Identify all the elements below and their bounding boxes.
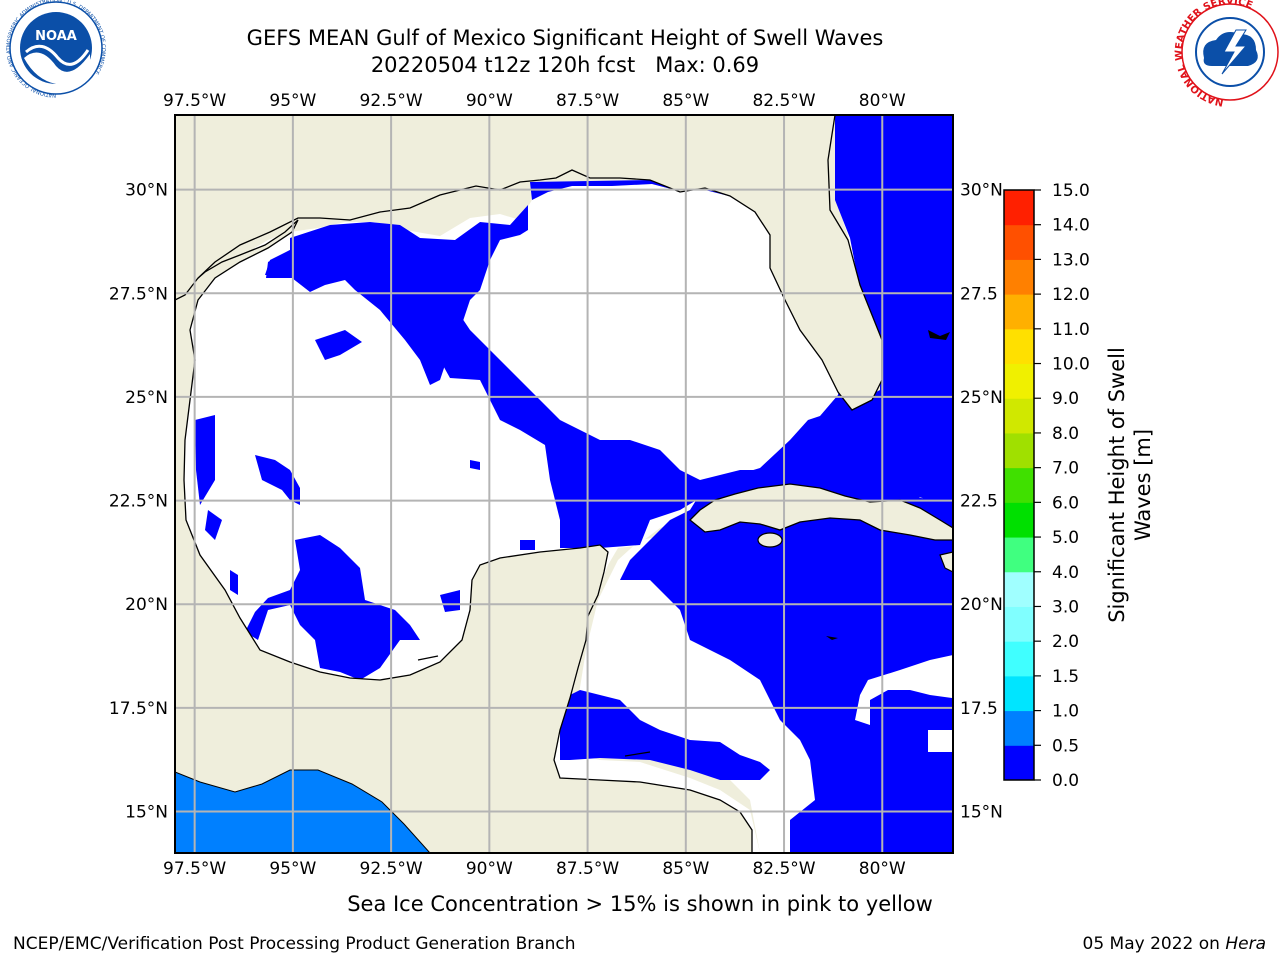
lon-tick-top: 80°W: [859, 91, 906, 111]
colorbar-segment-11: [1004, 363, 1034, 399]
colorbar-tick-label: 10.0: [1052, 355, 1090, 375]
colorbar-tick-label: 12.0: [1052, 285, 1090, 305]
lon-tick-top: 97.5°W: [163, 91, 226, 111]
lon-tick-bottom: 90°W: [466, 859, 513, 879]
lon-tick-bottom: 97.5°W: [163, 859, 226, 879]
lat-tick-left: 17.5°N: [109, 699, 168, 719]
lon-tick-bottom: 92.5°W: [360, 859, 423, 879]
land-mexico: [175, 219, 753, 853]
colorbar-segment-8: [1004, 467, 1034, 503]
colorbar-segment-2: [1004, 675, 1034, 712]
colorbar-segment-7: [1004, 502, 1034, 538]
map-area: [175, 115, 953, 853]
sea-ice-caption: Sea Ice Concentration > 15% is shown in …: [347, 892, 933, 916]
colorbar-label-2: Waves [m]: [1131, 429, 1155, 541]
lat-tick-right: 17.5: [960, 699, 998, 719]
colorbar-segment-1: [1004, 710, 1034, 746]
colorbar-tick-label: 9.0: [1052, 389, 1079, 409]
lon-tick-top: 87.5°W: [556, 91, 619, 111]
colorbar-tick-label: 1.0: [1052, 702, 1079, 722]
lat-tick-right: 20°N: [960, 595, 1003, 615]
colorbar-tick-label: 5.0: [1052, 528, 1079, 548]
lat-tick-left: 20°N: [125, 595, 168, 615]
colorbar-tick-label: 0.5: [1052, 736, 1079, 756]
lat-tick-left: 30°N: [125, 181, 168, 201]
lat-tick-left: 22.5°N: [109, 492, 168, 512]
colorbar-segment-15: [1004, 224, 1034, 260]
footer-left: NCEP/EMC/Verification Post Processing Pr…: [13, 934, 576, 954]
map-grid: [175, 115, 953, 853]
lon-tick-bottom: 95°W: [269, 859, 316, 879]
swell-0-0p5-regions: [195, 115, 953, 853]
nws-logo: NATIONAL WEATHER SERVICE: [1174, 0, 1279, 108]
colorbar-segment-4: [1004, 606, 1034, 642]
colorbar-label-1: Significant Height of Swell: [1105, 347, 1129, 623]
map-subtitle: 20220504 t12z 120h fcst Max: 0.69: [370, 53, 760, 77]
noaa-logo: NOAA NATIONAL OCEANIC AND ATMOSPHERIC AD…: [6, 0, 106, 98]
colorbar-tick-label: 1.5: [1052, 667, 1079, 687]
lon-tick-top: 85°W: [662, 91, 709, 111]
colorbar-segment-3: [1004, 641, 1034, 677]
colorbar-segment-10: [1004, 398, 1034, 434]
colorbar-segment-9: [1004, 432, 1034, 469]
lat-tick-right: 15°N: [960, 803, 1003, 823]
lon-tick-top: 82.5°W: [752, 91, 815, 111]
lon-tick-bottom: 87.5°W: [556, 859, 619, 879]
colorbar: [1003, 189, 1035, 781]
lat-ticks-left: 30°N 27.5°N 25°N 22.5°N 20°N 17.5°N 15°N: [109, 181, 168, 823]
colorbar-tick-label: 11.0: [1052, 320, 1090, 340]
lat-ticks-right: 30°N 27.5 25°N 22.5 20°N 17.5 15°N: [960, 181, 1003, 823]
colorbar-segment-5: [1004, 571, 1034, 607]
noaa-logo-text: NOAA: [35, 29, 77, 44]
lat-tick-left: 27.5°N: [109, 284, 168, 304]
colorbar-segment-13: [1004, 294, 1034, 330]
colorbar-segment-16: [1004, 190, 1034, 226]
lat-tick-right: 22.5: [960, 492, 998, 512]
colorbar-tick-label: 15.0: [1052, 181, 1090, 201]
colorbar-tick-label: 14.0: [1052, 216, 1090, 236]
colorbar-tick-label: 2.0: [1052, 632, 1079, 652]
colorbar-ticks: 0.0 0.5 1.0 1.5 2.0 3.0 4.0 5.0 6.0 7.0 8.0 9.0 10.0…: [1034, 181, 1090, 791]
colorbar-segment-6: [1004, 537, 1034, 573]
map-frame: [174, 114, 954, 854]
lon-ticks-bottom: 97.5°W 95°W 92.5°W 90°W 87.5°W 85°W 82.5°W 80°W: [163, 859, 906, 879]
lat-tick-right: 27.5: [960, 284, 998, 304]
lon-tick-bottom: 80°W: [859, 859, 906, 879]
lon-tick-bottom: 82.5°W: [752, 859, 815, 879]
lon-ticks-top: 97.5°W 95°W 92.5°W 90°W 87.5°W 85°W 82.5°W 80°W: [163, 91, 906, 111]
colorbar-frame: [1003, 189, 1035, 781]
colorbar-tick-label: 7.0: [1052, 459, 1079, 479]
colorbar-tick-label: 3.0: [1052, 597, 1079, 617]
colorbar-segment-0: [1004, 745, 1034, 781]
lon-tick-top: 92.5°W: [360, 91, 423, 111]
lat-tick-left: 15°N: [125, 803, 168, 823]
lat-tick-left: 25°N: [125, 388, 168, 408]
colorbar-tick-label: 0.0: [1052, 771, 1079, 791]
footer-right: 05 May 2022 on Hera: [1083, 934, 1267, 954]
colorbar-segment-14: [1004, 259, 1034, 295]
map-title: GEFS MEAN Gulf of Mexico Significant Hei…: [246, 26, 884, 50]
colorbar-tick-label: 8.0: [1052, 424, 1079, 444]
colorbar-tick-label: 13.0: [1052, 250, 1090, 270]
lon-tick-bottom: 85°W: [662, 859, 709, 879]
colorbar-segment-12: [1004, 328, 1034, 365]
colorbar-tick-label: 6.0: [1052, 493, 1079, 513]
lon-tick-top: 90°W: [466, 91, 513, 111]
lon-tick-top: 95°W: [269, 91, 316, 111]
lat-tick-right: 30°N: [960, 181, 1003, 201]
land-cuba: [689, 483, 953, 541]
colorbar-tick-label: 4.0: [1052, 563, 1079, 583]
lat-tick-right: 25°N: [960, 388, 1003, 408]
